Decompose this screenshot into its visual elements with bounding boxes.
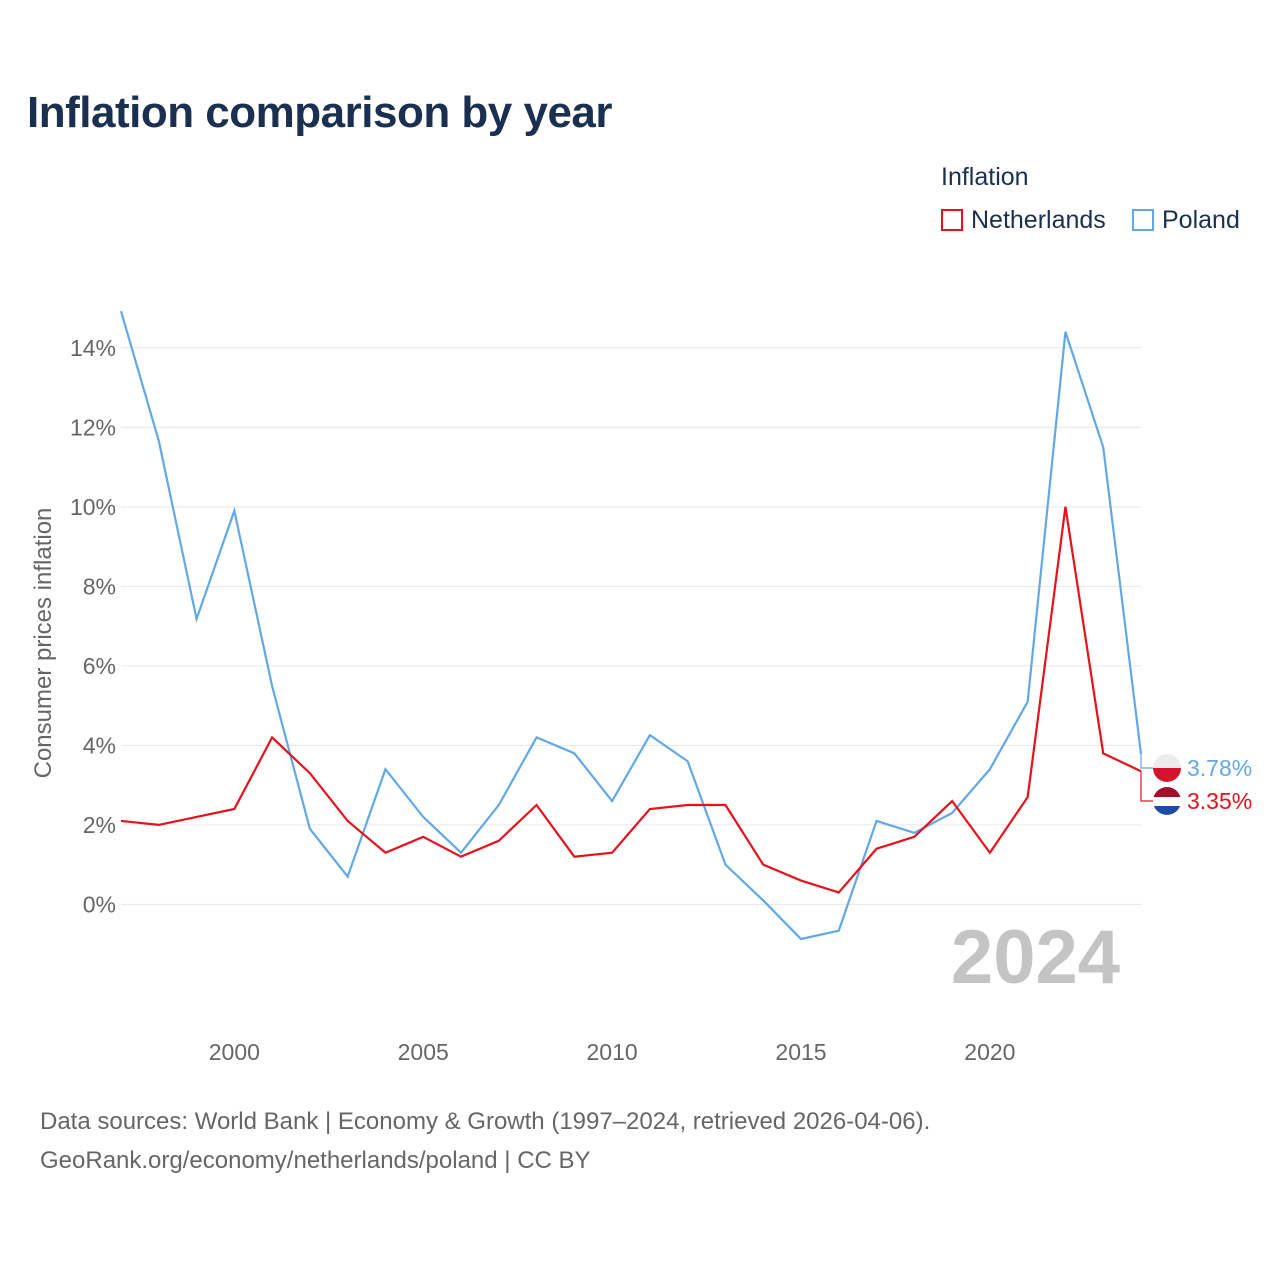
x-tick-label: 2015 bbox=[775, 1039, 826, 1065]
y-tick-label: 12% bbox=[70, 414, 116, 440]
legend-label-poland: Poland bbox=[1162, 205, 1240, 234]
series-line-netherlands[interactable] bbox=[120, 506, 1142, 894]
year-watermark: 2024 bbox=[951, 915, 1120, 1000]
y-tick-label: 14% bbox=[70, 335, 116, 361]
legend-item-netherlands[interactable]: Netherlands bbox=[941, 205, 1106, 235]
legend-swatch-poland bbox=[1132, 209, 1154, 231]
legend-item-poland[interactable]: Poland bbox=[1132, 205, 1240, 235]
netherlands-flag-icon bbox=[1153, 787, 1181, 815]
end-connector-poland bbox=[1140, 754, 1153, 769]
poland-flag-icon bbox=[1153, 754, 1181, 782]
end-connector-netherlands bbox=[1140, 771, 1153, 802]
y-tick-label: 6% bbox=[83, 653, 116, 679]
end-label-netherlands: 3.35% bbox=[1187, 788, 1252, 814]
x-tick-label: 2005 bbox=[398, 1039, 449, 1065]
source-note: Data sources: World Bank | Economy & Gro… bbox=[40, 1108, 931, 1135]
legend-title: Inflation bbox=[941, 163, 1029, 191]
y-tick-label: 10% bbox=[70, 494, 116, 520]
source-link[interactable]: GeoRank.org/economy/netherlands/poland |… bbox=[40, 1147, 591, 1174]
series-line-poland[interactable] bbox=[119, 310, 1143, 941]
y-tick-label: 4% bbox=[83, 732, 116, 758]
y-tick-label: 0% bbox=[83, 891, 116, 917]
line-chart: 0% 2% 4% 6% 8% 10% 12% 14% 2000 2005 2010 2015 2020… bbox=[30, 310, 1252, 1065]
x-tick-label: 2020 bbox=[964, 1039, 1015, 1065]
y-axis-label: Consumer prices inflation bbox=[30, 508, 57, 779]
y-tick-label: 8% bbox=[83, 573, 116, 599]
end-label-poland: 3.78% bbox=[1187, 755, 1252, 781]
legend-swatch-netherlands bbox=[941, 209, 963, 231]
x-tick-label: 2010 bbox=[587, 1039, 638, 1065]
legend-label-netherlands: Netherlands bbox=[971, 205, 1106, 234]
x-tick-label: 2000 bbox=[209, 1039, 260, 1065]
chart-title: Inflation comparison by year bbox=[27, 88, 613, 137]
y-tick-label: 2% bbox=[83, 812, 116, 838]
